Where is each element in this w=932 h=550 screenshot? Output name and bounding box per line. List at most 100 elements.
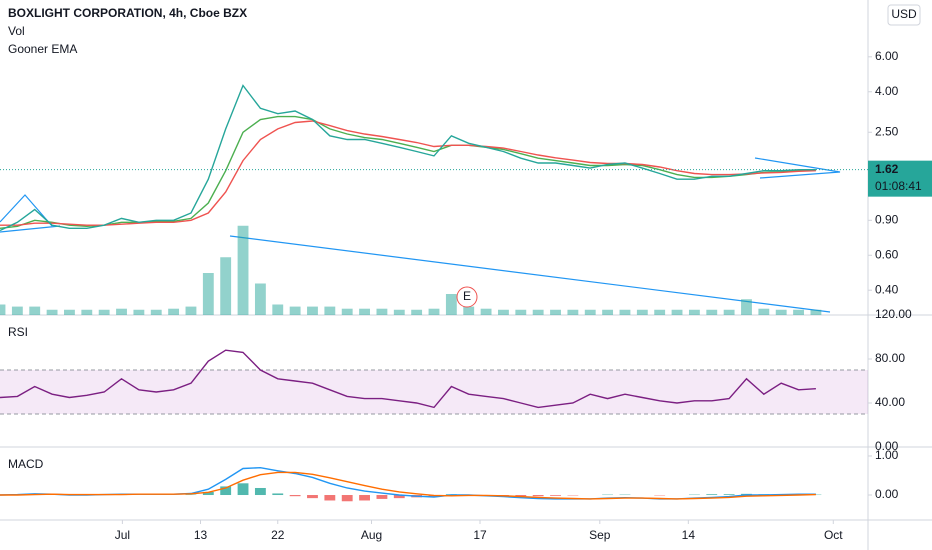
- bar: [133, 309, 145, 315]
- last-price-label: 1.62: [875, 162, 899, 176]
- bar: [619, 309, 631, 315]
- bar: [254, 283, 266, 315]
- bar: [254, 487, 266, 496]
- y-tick-label: 1.00: [875, 448, 899, 462]
- x-tick-label: 17: [473, 528, 487, 542]
- bar: [445, 294, 457, 315]
- bar: [428, 308, 440, 315]
- trendline: [754, 157, 841, 179]
- bar: [688, 309, 700, 315]
- y-tick-label: 80.00: [875, 351, 905, 365]
- bar: [376, 308, 388, 315]
- bar: [706, 494, 718, 496]
- bar: [723, 494, 735, 496]
- bar: [706, 309, 718, 315]
- bar: [758, 308, 770, 315]
- bar: [237, 225, 249, 315]
- bar: [341, 308, 353, 315]
- bar: [150, 309, 162, 315]
- bar: [0, 304, 6, 315]
- bar: [220, 486, 232, 496]
- bar: [550, 309, 561, 315]
- bar: [636, 309, 648, 315]
- chart-title: BOXLIGHT CORPORATION, 4h, Cboe BZX: [8, 6, 247, 20]
- x-tick-label: Aug: [361, 528, 382, 542]
- bar: [775, 309, 787, 315]
- last-price-tag: [868, 160, 932, 197]
- x-tick-label: 14: [682, 528, 696, 542]
- bar: [202, 491, 214, 496]
- bar: [46, 309, 58, 315]
- bar: [741, 299, 752, 315]
- bar: [654, 309, 666, 315]
- y-tick-label: 0.60: [875, 247, 899, 261]
- earnings-marker: [456, 286, 478, 308]
- pane-title: MACD: [8, 457, 44, 471]
- bar: [116, 308, 127, 315]
- bar: [64, 309, 75, 315]
- bar: [515, 495, 527, 497]
- bar: [220, 257, 232, 315]
- y-tick-label: 0.00: [875, 487, 899, 501]
- bar: [272, 304, 284, 315]
- bar: [324, 306, 336, 315]
- bar: [411, 309, 423, 315]
- bar: [81, 309, 93, 315]
- bar: [272, 493, 284, 496]
- y-tick-label: 0.00: [875, 439, 899, 453]
- bar: [498, 309, 509, 315]
- bar: [584, 309, 596, 315]
- currency-box[interactable]: [887, 4, 921, 26]
- bar: [602, 309, 614, 315]
- series-line: [0, 349, 816, 409]
- bar: [567, 309, 579, 315]
- bar: [237, 483, 249, 496]
- legend-entry: Vol: [8, 24, 25, 38]
- bar: [793, 309, 804, 315]
- x-tick-label: Sep: [589, 528, 611, 542]
- bar: [463, 306, 475, 315]
- x-tick-label: Oct: [824, 528, 843, 542]
- bar: [307, 306, 318, 315]
- bar: [307, 495, 318, 499]
- currency[interactable]: USD: [891, 7, 917, 21]
- bar: [29, 306, 41, 315]
- series-line: [0, 120, 816, 226]
- bar: [359, 495, 370, 501]
- bar: [168, 308, 180, 315]
- y-tick-label: 6.00: [875, 49, 899, 63]
- y-tick-label: 120.00: [875, 307, 912, 321]
- bar: [480, 308, 492, 315]
- bar: [723, 309, 735, 315]
- drawings: [0, 157, 841, 313]
- bar: [532, 495, 544, 497]
- bar: [393, 495, 405, 499]
- trendline: [229, 235, 831, 313]
- bar: [393, 309, 405, 315]
- bar: [289, 495, 301, 497]
- x-tick-label: 22: [271, 528, 285, 542]
- bar: [376, 495, 388, 499]
- bar: [11, 306, 23, 315]
- y-tick-label: 4.00: [875, 84, 899, 98]
- bar: [289, 306, 301, 315]
- bar: [671, 309, 683, 315]
- bar: [810, 309, 822, 315]
- bar: [185, 306, 197, 315]
- y-tick-label: 2.50: [875, 124, 899, 138]
- earnings-label: E: [463, 289, 471, 303]
- bar: [202, 273, 214, 315]
- x-tick-label: 13: [194, 528, 208, 542]
- bar: [550, 495, 561, 496]
- bar: [98, 309, 110, 315]
- legend-entry: Gooner EMA: [8, 42, 77, 56]
- bar: [359, 308, 370, 315]
- y-tick-label: 0.90: [875, 212, 899, 226]
- pane-title: RSI: [8, 325, 28, 339]
- bar: [532, 309, 544, 315]
- y-tick-label: 40.00: [875, 395, 905, 409]
- series-line: [0, 84, 816, 232]
- x-tick-label: Jul: [115, 528, 130, 542]
- trendline: [0, 225, 61, 233]
